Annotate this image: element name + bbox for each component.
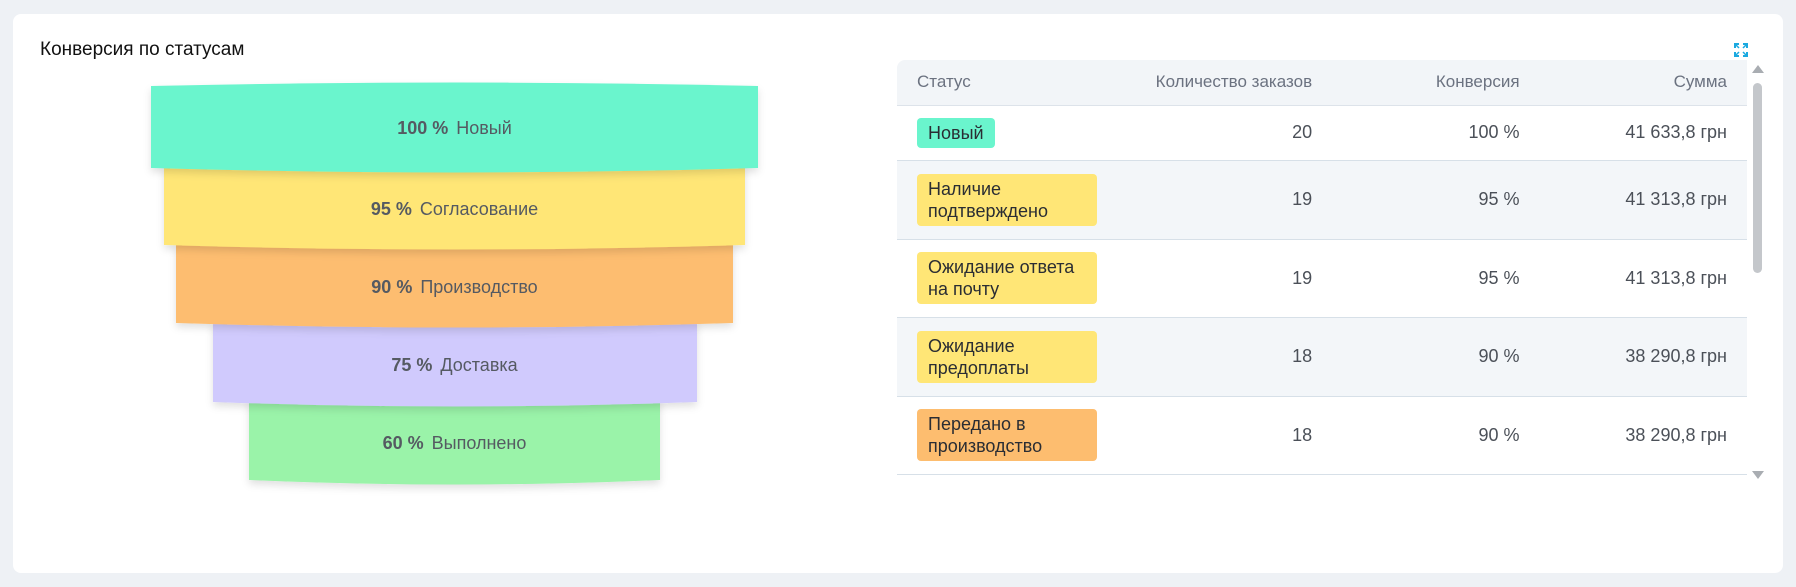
sum-value: 41 313,8 грн <box>1625 189 1727 209</box>
header-orders[interactable]: Количество заказов <box>1099 60 1333 106</box>
table-row[interactable]: Новый 20 100 % 41 633,8 грн <box>897 105 1747 160</box>
status-badge: Новый <box>917 117 995 148</box>
funnel-label: Выполнено <box>431 433 527 453</box>
status-badge: Передано в производство <box>917 409 1097 461</box>
status-badge: Ожидание предоплаты <box>917 330 1097 383</box>
funnel-label: Новый <box>456 118 512 138</box>
sum-value: 38 290,8 грн <box>1625 346 1727 366</box>
conversion-value: 90 % <box>1478 346 1520 366</box>
orders-count: 19 <box>1292 267 1313 288</box>
sum-value: 41 313,8 грн <box>1625 267 1727 288</box>
header-sum[interactable]: Сумма <box>1539 60 1747 106</box>
conversion-value: 100 % <box>1468 122 1520 142</box>
expand-icon[interactable] <box>1733 42 1749 58</box>
scrollbar-thumb[interactable] <box>1753 83 1762 273</box>
funnel-stage-delivery: 75 % Доставка <box>151 355 758 376</box>
status-table-container: Статус Количество заказов Конверсия Сумм… <box>897 60 1760 484</box>
widget-title: Конверсия по статусам <box>40 39 245 60</box>
table-header-row: Статус Количество заказов Конверсия Сумм… <box>897 60 1747 106</box>
conversion-value: 95 % <box>1478 189 1520 209</box>
conversion-funnel: 100 % Новый 95 % Согласование 90 % Производ… <box>151 82 758 492</box>
funnel-shapes <box>151 82 758 485</box>
funnel-stage-production: 90 % Производство <box>151 277 758 298</box>
orders-count: 18 <box>1292 424 1313 445</box>
funnel-percent: 90 % <box>371 277 413 297</box>
scroll-down-arrow-icon[interactable] <box>1752 471 1764 479</box>
table-row[interactable]: Ожидание ответа на почту 19 95 % 41 313,… <box>897 239 1747 317</box>
status-badge: Ожидание ответа на почту <box>917 252 1097 304</box>
funnel-shape-agreement <box>164 160 745 250</box>
sum-value: 38 290,8 грн <box>1625 424 1727 445</box>
funnel-percent: 75 % <box>391 355 433 375</box>
header-conversion[interactable]: Конверсия <box>1332 60 1540 106</box>
header-status[interactable]: Статус <box>897 60 1100 106</box>
table-row[interactable]: Наличие подтверждено 19 95 % 41 313,8 гр… <box>897 160 1747 239</box>
funnel-percent: 95 % <box>370 199 412 219</box>
funnel-label: Производство <box>420 277 538 297</box>
status-badge: Наличие подтверждено <box>917 173 1097 226</box>
funnel-shape-done <box>249 394 660 485</box>
funnel-percent: 60 % <box>382 433 424 453</box>
funnel-stage-done: 60 % Выполнено <box>151 433 758 454</box>
sum-value: 41 633,8 грн <box>1625 122 1727 142</box>
funnel-shape-delivery <box>213 316 697 407</box>
conversion-value: 95 % <box>1478 267 1520 288</box>
status-table: Статус Количество заказов Конверсия Сумм… <box>897 60 1747 475</box>
conversion-value: 90 % <box>1478 424 1520 445</box>
funnel-stage-agreement: 95 % Согласование <box>151 199 758 220</box>
table-scrollbar[interactable] <box>1750 62 1764 482</box>
funnel-stage-new: 100 % Новый <box>151 118 758 139</box>
orders-count: 20 <box>1292 122 1313 142</box>
orders-count: 18 <box>1292 346 1313 366</box>
scroll-up-arrow-icon[interactable] <box>1752 65 1764 73</box>
funnel-shape-new <box>151 82 758 173</box>
orders-count: 19 <box>1292 189 1313 209</box>
table-row[interactable]: Передано в производство 18 90 % 38 290,8… <box>897 396 1747 474</box>
funnel-label: Согласование <box>419 199 539 219</box>
funnel-shape-production <box>176 238 733 328</box>
funnel-percent: 100 % <box>397 118 449 138</box>
table-row[interactable]: Ожидание предоплаты 18 90 % 38 290,8 грн <box>897 317 1747 396</box>
funnel-label: Доставка <box>440 355 518 375</box>
